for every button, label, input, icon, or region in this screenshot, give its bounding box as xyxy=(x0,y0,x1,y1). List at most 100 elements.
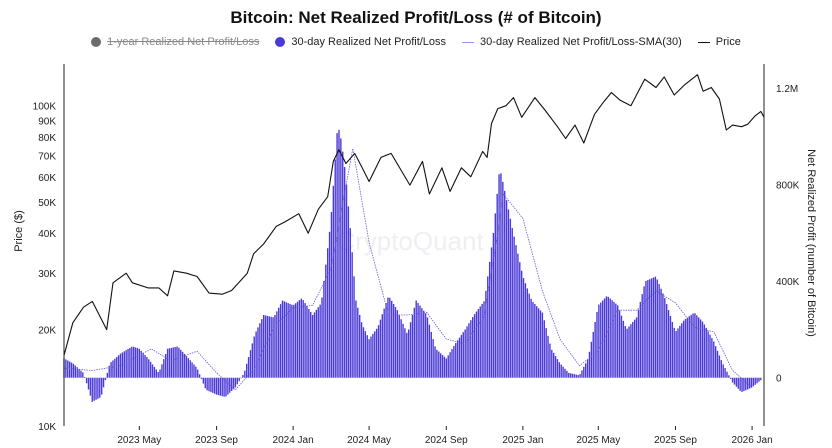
net-profit-bar xyxy=(227,377,229,395)
y-left-tick-label: 90K xyxy=(38,116,56,127)
net-profit-bar xyxy=(347,206,350,378)
net-profit-bar xyxy=(340,138,342,378)
net-profit-bar xyxy=(498,174,500,378)
net-profit-bar xyxy=(632,321,634,378)
net-profit-bar xyxy=(479,306,481,378)
net-profit-bar xyxy=(500,173,502,378)
net-profit-bar xyxy=(709,334,711,378)
net-profit-bar xyxy=(647,280,649,378)
net-profit-bar xyxy=(127,349,129,378)
watermark: CryptoQuant xyxy=(336,226,484,256)
net-profit-bar xyxy=(311,314,314,378)
net-profit-bar xyxy=(571,373,574,378)
net-profit-bar xyxy=(464,329,466,378)
net-profit-bar xyxy=(102,377,105,388)
net-profit-bar xyxy=(624,326,626,378)
net-profit-bar xyxy=(198,374,201,378)
net-profit-bar xyxy=(635,317,638,378)
net-profit-bar xyxy=(453,346,455,378)
net-profit-bar xyxy=(85,377,88,384)
net-profit-bar xyxy=(445,358,448,378)
net-profit-bar xyxy=(132,346,135,378)
net-profit-bar xyxy=(293,304,295,378)
net-profit-bar xyxy=(564,368,566,378)
net-profit-bar xyxy=(539,310,542,378)
net-profit-bar xyxy=(391,300,393,378)
net-profit-bar xyxy=(349,228,351,378)
net-profit-bar xyxy=(684,318,687,378)
net-profit-bar xyxy=(671,321,674,378)
net-profit-bar xyxy=(545,328,547,378)
price-line xyxy=(63,74,765,356)
y-left-tick-label: 40K xyxy=(38,229,56,240)
net-profit-bar xyxy=(291,304,293,378)
net-profit-bar xyxy=(232,377,235,390)
y-left-tick-label: 100K xyxy=(33,102,57,113)
chart-legend: 1-year Realized Net Profit/Loss 30-day R… xyxy=(0,36,832,48)
net-profit-bar xyxy=(660,288,662,378)
net-profit-bar xyxy=(161,364,163,378)
net-profit-bar xyxy=(667,310,670,378)
net-profit-bar xyxy=(615,303,617,378)
net-profit-bar xyxy=(720,360,723,378)
net-profit-bar xyxy=(536,306,538,378)
net-profit-bar xyxy=(549,343,551,378)
net-profit-bar xyxy=(119,353,122,378)
net-profit-bar xyxy=(409,322,412,378)
net-profit-bar xyxy=(193,364,195,378)
net-profit-bar xyxy=(125,350,127,378)
net-profit-bar xyxy=(413,307,416,378)
net-profit-bar xyxy=(575,374,577,378)
net-profit-bar xyxy=(650,278,653,378)
net-profit-bar xyxy=(287,303,289,378)
net-profit-bar xyxy=(289,303,291,378)
net-profit-bar xyxy=(560,364,562,378)
net-profit-bar xyxy=(68,361,71,378)
net-profit-bar xyxy=(423,310,425,378)
net-profit-bar xyxy=(558,362,561,378)
net-profit-bar xyxy=(430,331,432,378)
net-profit-bar xyxy=(517,253,519,378)
net-profit-bar xyxy=(259,323,261,378)
net-profit-bar xyxy=(123,351,125,378)
net-profit-bar xyxy=(421,308,423,378)
net-profit-bar xyxy=(649,279,651,378)
net-profit-bar xyxy=(470,320,472,378)
net-profit-bar xyxy=(319,304,321,378)
net-profit-bar xyxy=(682,320,685,378)
net-profit-bar xyxy=(583,366,585,378)
net-profit-bar xyxy=(735,377,738,387)
legend-item-30d-net-profit-loss[interactable]: 30-day Realized Net Profit/Loss xyxy=(275,36,446,48)
net-profit-bar xyxy=(626,328,628,378)
legend-item-price[interactable]: Price xyxy=(697,36,741,48)
legend-item-30d-sma[interactable]: 30-day Realized Net Profit/Loss-SMA(30) xyxy=(462,36,682,48)
net-profit-bar xyxy=(507,209,510,378)
net-profit-bar xyxy=(114,358,116,378)
net-profit-bar xyxy=(306,306,308,378)
y-right-tick-label: 1.2M xyxy=(776,84,798,95)
net-profit-bar xyxy=(731,377,734,383)
net-profit-bar xyxy=(117,355,120,378)
net-profit-bar xyxy=(148,359,150,378)
net-profit-bar xyxy=(82,372,84,378)
net-profit-bar xyxy=(407,329,410,378)
net-profit-bar xyxy=(157,372,159,378)
net-profit-bar xyxy=(502,181,504,378)
net-profit-bar xyxy=(217,377,220,396)
net-profit-bar xyxy=(381,314,383,378)
sma-line xyxy=(63,148,753,391)
net-profit-bar xyxy=(645,280,647,378)
x-tick-label: 2023 May xyxy=(117,435,161,446)
net-profit-bar xyxy=(394,307,397,378)
net-profit-bar xyxy=(402,323,404,378)
net-profit-bar xyxy=(338,129,340,378)
legend-item-1y-net-profit-loss[interactable]: 1-year Realized Net Profit/Loss xyxy=(91,36,259,48)
net-profit-bar xyxy=(264,315,267,378)
net-profit-bar xyxy=(255,331,257,378)
net-profit-bar xyxy=(140,350,142,378)
y-right-tick-label: 400K xyxy=(776,277,800,288)
net-profit-bar xyxy=(89,377,92,396)
net-profit-bar xyxy=(168,348,171,378)
net-profit-bar xyxy=(534,304,536,378)
net-profit-bar xyxy=(253,336,255,378)
